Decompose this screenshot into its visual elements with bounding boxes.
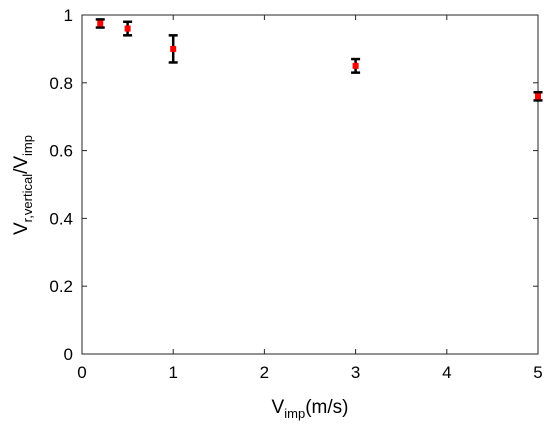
x-tick-label: 4 [442, 363, 451, 382]
y-axis-label-sub1: r,vertical [20, 174, 35, 223]
y-axis-label: Vr,vertical/Vimp [11, 135, 35, 235]
x-tick-label: 3 [351, 363, 360, 382]
y-tick-label: 0.4 [49, 209, 73, 228]
point-marker [352, 62, 359, 69]
data-point [95, 18, 105, 29]
point-marker [535, 93, 541, 100]
point-marker [97, 20, 104, 27]
y-tick-label: 0.8 [49, 74, 73, 93]
tick-labels: 0 1 2 3 4 5 0 0.2 0.4 0.6 0.8 1 [49, 6, 542, 382]
x-axis-label-rest: (m/s) [305, 397, 348, 418]
data-point [123, 20, 133, 37]
data-point [533, 91, 543, 102]
data-points [95, 18, 543, 102]
x-axis-label-main: V [272, 397, 285, 418]
y-axis-label-main2: /V [11, 156, 32, 174]
point-marker [170, 45, 177, 52]
y-tick-label: 1 [64, 6, 73, 25]
data-point [351, 57, 361, 74]
point-marker [124, 25, 131, 32]
y-axis-label-sub2: imp [20, 135, 35, 156]
data-point [168, 34, 178, 64]
x-tick-label: 5 [533, 363, 542, 382]
plot-area [81, 14, 539, 355]
x-axis-label: Vimp(m/s) [272, 397, 349, 421]
y-tick-label: 0.2 [49, 277, 73, 296]
y-tick-label: 0.6 [49, 142, 73, 161]
y-tick-label: 0 [64, 345, 73, 364]
axis-ticks [81, 14, 539, 355]
y-axis-label-main1: V [11, 222, 32, 235]
x-axis-label-sub: imp [284, 406, 305, 421]
x-tick-label: 2 [260, 363, 269, 382]
x-tick-label: 0 [77, 363, 86, 382]
x-tick-label: 1 [168, 363, 177, 382]
